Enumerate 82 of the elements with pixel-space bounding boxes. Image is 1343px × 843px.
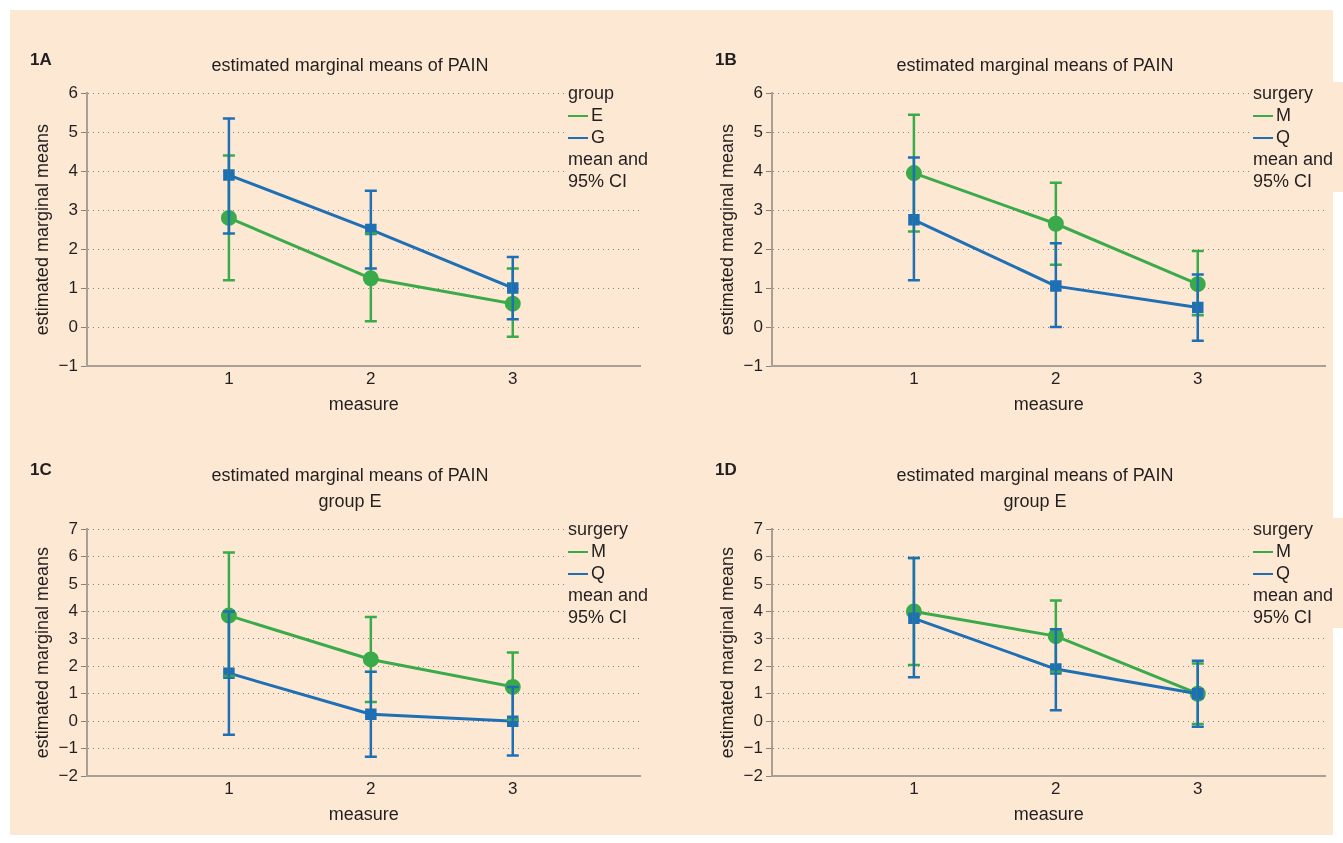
- x-tick-label: 3: [1193, 778, 1203, 798]
- y-tick-label: −1: [743, 738, 763, 758]
- y-axis-title: estimated marginal means: [716, 124, 737, 336]
- legend-title: surgery: [1253, 82, 1315, 104]
- y-tick-label: −1: [58, 738, 78, 758]
- text: 1A: [30, 50, 52, 70]
- x-tick-label: 1: [224, 778, 234, 798]
- y-tick-label: −1: [743, 355, 763, 375]
- y-tick-label: 5: [753, 121, 763, 141]
- annotation: mean and 95% CI: [568, 584, 650, 628]
- x-tick-label: 2: [1051, 778, 1061, 798]
- y-tick-label: −2: [58, 765, 78, 785]
- y-tick-label: 0: [68, 316, 78, 336]
- x-axis-title: measure: [1013, 394, 1084, 415]
- legend-label: M: [591, 541, 606, 561]
- x-tick-label: 1: [909, 368, 919, 388]
- y-tick-label: 3: [68, 628, 78, 648]
- y-tick-label: 2: [68, 656, 78, 675]
- y-tick-label: 2: [753, 656, 763, 675]
- y-tick-label: 0: [753, 316, 763, 336]
- annotation: mean and 95% CI: [568, 148, 650, 192]
- y-tick-label: 6: [753, 82, 763, 102]
- x-tick-label: 1: [909, 778, 919, 798]
- legend-label: E: [591, 105, 604, 125]
- text: 1B: [715, 50, 737, 70]
- y-tick-label: 5: [68, 121, 78, 141]
- y-tick-label: 5: [753, 573, 763, 593]
- y-tick-label: −2: [743, 765, 763, 785]
- y-tick-label: 7: [68, 518, 78, 538]
- x-tick-label: 2: [1051, 368, 1061, 388]
- legend-label: Q: [1276, 563, 1291, 583]
- x-axis-title: measure: [1013, 804, 1084, 825]
- x-tick-label: 1: [224, 368, 234, 388]
- text: 1C: [30, 460, 52, 480]
- y-tick-label: 4: [753, 601, 763, 621]
- x-tick-label: 2: [366, 368, 376, 388]
- y-tick-label: −1: [58, 355, 78, 375]
- y-axis-title: estimated marginal means: [31, 547, 52, 759]
- x-tick-label: 3: [508, 368, 518, 388]
- y-axis-title: estimated marginal means: [31, 124, 52, 336]
- y-tick-label: 0: [68, 710, 78, 730]
- y-tick-label: 7: [753, 518, 763, 538]
- chart-title: estimated marginal means of PAIN: [895, 464, 1175, 487]
- y-axis-title: estimated marginal means: [716, 547, 737, 759]
- legend-title: group: [568, 82, 616, 104]
- y-tick-label: 1: [68, 277, 78, 297]
- chart-subtitle: group E: [317, 490, 383, 513]
- y-tick-label: 1: [753, 277, 763, 297]
- y-tick-label: 3: [753, 628, 763, 648]
- x-axis-title: measure: [328, 394, 399, 415]
- y-tick-label: 5: [68, 573, 78, 593]
- legend-label: Q: [1276, 127, 1291, 147]
- chart-title: estimated marginal means of PAIN: [895, 54, 1175, 77]
- chart-subtitle: group E: [1002, 490, 1068, 513]
- legend-label: M: [1276, 105, 1291, 125]
- y-tick-label: 1: [753, 683, 763, 703]
- y-tick-label: 4: [753, 160, 763, 180]
- x-axis-title: measure: [328, 804, 399, 825]
- annotation: mean and 95% CI: [1253, 148, 1335, 192]
- legend-label: G: [591, 127, 606, 147]
- y-tick-label: 0: [753, 710, 763, 730]
- legend-title: surgery: [568, 518, 630, 540]
- legend-title: surgery: [1253, 518, 1315, 540]
- y-tick-label: 6: [753, 546, 763, 566]
- annotation: mean and 95% CI: [1253, 584, 1335, 628]
- y-tick-label: 4: [68, 160, 78, 180]
- y-tick-label: 1: [68, 683, 78, 703]
- chart-title: estimated marginal means of PAIN: [210, 464, 490, 487]
- y-tick-label: 3: [753, 199, 763, 219]
- y-tick-label: 2: [753, 238, 763, 258]
- legend-label: M: [1276, 541, 1291, 561]
- y-tick-label: 6: [68, 82, 78, 102]
- x-tick-label: 2: [366, 778, 376, 798]
- chart-title: estimated marginal means of PAIN: [210, 54, 490, 77]
- y-tick-label: 6: [68, 546, 78, 566]
- y-tick-label: 3: [68, 199, 78, 219]
- x-tick-label: 3: [1193, 368, 1203, 388]
- legend-label: Q: [591, 563, 606, 583]
- text: 1D: [715, 460, 737, 480]
- y-tick-label: 4: [68, 601, 78, 621]
- x-tick-label: 3: [508, 778, 518, 798]
- y-tick-label: 2: [68, 238, 78, 258]
